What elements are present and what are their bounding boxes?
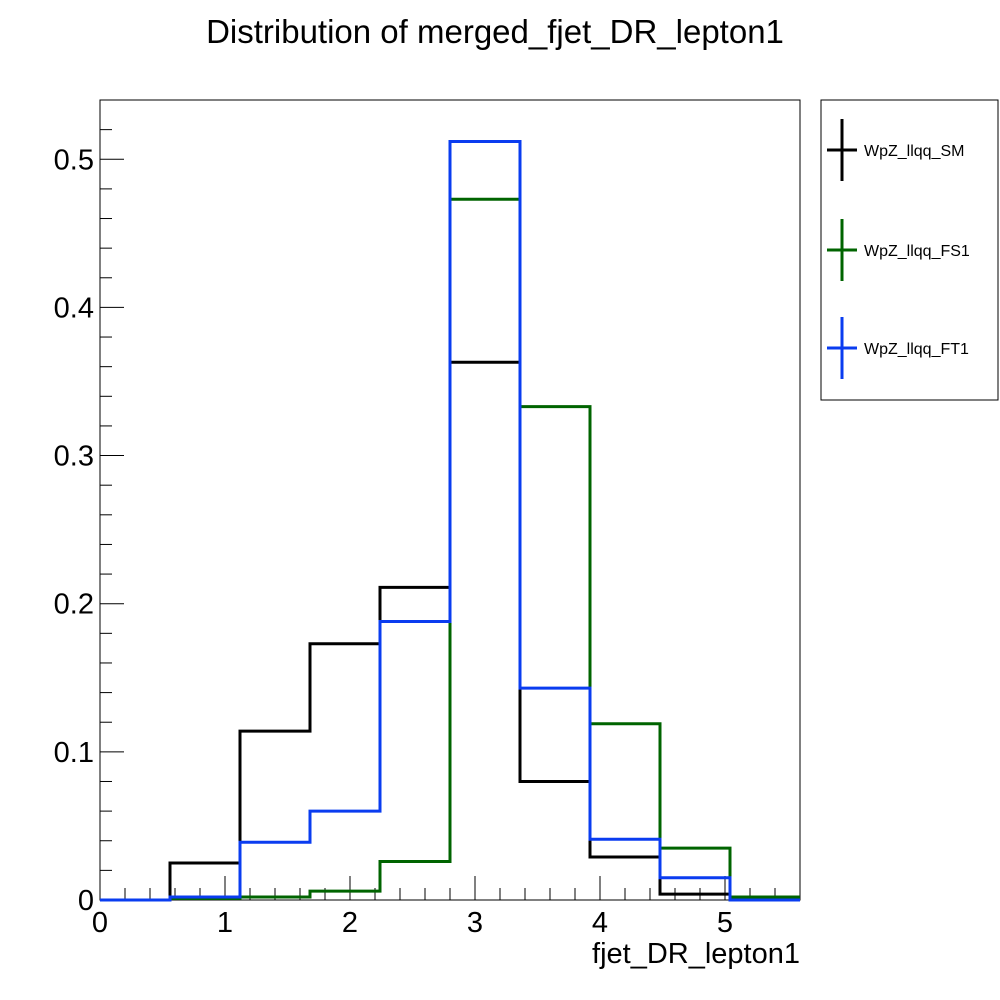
y-tick-label: 0.5: [54, 144, 94, 176]
x-tick-label: 4: [592, 907, 608, 939]
minor-ticks: [100, 129, 776, 900]
x-tick-label: 3: [467, 907, 483, 939]
series-line-WpZ_llqq_FT1: [100, 139, 800, 902]
chart-title: Distribution of merged_fjet_DR_lepton1: [206, 13, 784, 50]
x-tick-label: 1: [217, 907, 233, 939]
x-axis-label: fjet_DR_lepton1: [592, 938, 800, 970]
legend-entry: WpZ_llqq_SM: [827, 119, 964, 181]
legend-entry: WpZ_llqq_FS1: [827, 219, 970, 281]
x-tick-label: 5: [717, 907, 733, 939]
x-tick-label: 0: [92, 907, 108, 939]
legend-label: WpZ_llqq_FT1: [864, 341, 969, 358]
y-tick-label: 0.1: [54, 737, 94, 769]
y-tick-label: 0.2: [54, 589, 94, 621]
tick-labels: 0 1 2 3 4 5 0 0.1 0.2 0.3 0.4 0.5: [54, 144, 733, 939]
major-ticks: [99, 158, 726, 901]
y-tick-label: 0.4: [54, 292, 94, 324]
legend-label: WpZ_llqq_SM: [864, 143, 964, 160]
y-tick-label: 0.3: [54, 441, 94, 473]
x-tick-label: 2: [342, 907, 358, 939]
legend: WpZ_llqq_SM WpZ_llqq_FS1 WpZ_llqq_FT1: [827, 119, 970, 379]
series-layer: [100, 139, 800, 902]
y-tick-label: 0: [78, 885, 94, 917]
legend-entry: WpZ_llqq_FT1: [827, 317, 969, 379]
legend-label: WpZ_llqq_FS1: [864, 243, 970, 260]
